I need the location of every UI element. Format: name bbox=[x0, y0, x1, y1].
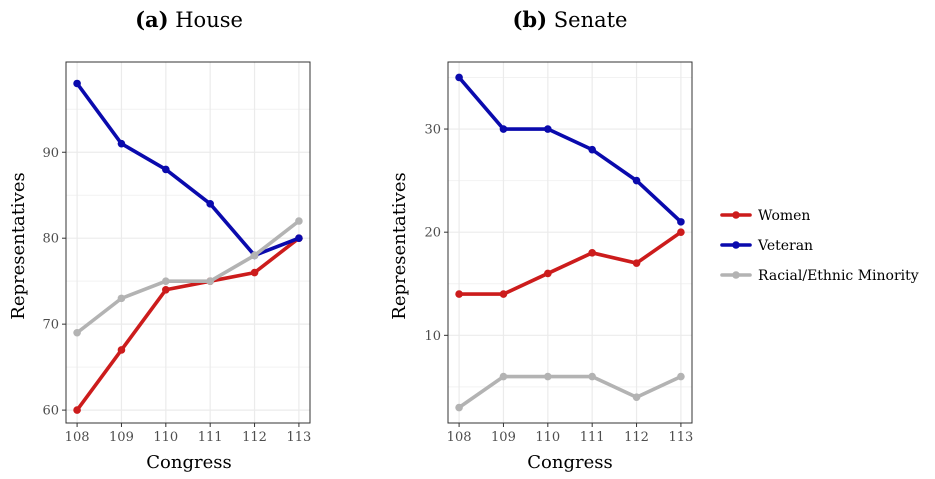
senate-panel-name: Senate bbox=[554, 8, 628, 32]
senate-racial-ethnic-minority-point bbox=[632, 393, 641, 402]
house-racial-ethnic-minority-point bbox=[117, 294, 126, 303]
senate-panel-prefix: (b) bbox=[513, 7, 548, 32]
house-y-tick-label: 90 bbox=[42, 146, 59, 161]
senate-series-veteran bbox=[455, 73, 685, 226]
house-veteran-point bbox=[162, 165, 170, 174]
legend-item-racial-ethnic-minority: Racial/Ethnic Minority bbox=[720, 268, 919, 284]
senate-y-tick-label: 10 bbox=[424, 329, 441, 344]
house-x-axis-label: Congress bbox=[146, 452, 231, 473]
senate-veteran-point bbox=[455, 73, 463, 82]
house-racial-ethnic-minority-point bbox=[206, 277, 214, 285]
house-x-tick-label: 108 bbox=[65, 430, 90, 445]
legend-key-point bbox=[732, 271, 740, 279]
house-racial-ethnic-minority-point bbox=[295, 217, 303, 225]
senate-y-axis-label: Representatives bbox=[389, 172, 410, 319]
senate-veteran-point bbox=[588, 145, 596, 154]
panel-senate: (b) Senate 10 20 30 108 109 110 111 112 113 Cong… bbox=[389, 7, 693, 473]
house-y-tick-label: 80 bbox=[42, 232, 59, 247]
house-women-point bbox=[250, 268, 259, 277]
house-racial-ethnic-minority-point bbox=[250, 251, 259, 260]
house-panel-title: (a) House bbox=[135, 7, 243, 32]
house-racial-ethnic-minority-point bbox=[162, 277, 170, 285]
senate-veteran-point bbox=[632, 176, 641, 185]
legend-label: Racial/Ethnic Minority bbox=[758, 268, 919, 284]
house-x-tick-label: 109 bbox=[109, 430, 134, 445]
senate-x-tick-label: 109 bbox=[491, 430, 516, 445]
house-women-point bbox=[73, 406, 81, 414]
senate-racial-ethnic-minority-point bbox=[499, 372, 508, 381]
house-women-line bbox=[75, 236, 301, 412]
senate-major-grid bbox=[448, 62, 692, 423]
senate-veteran-point bbox=[544, 125, 552, 133]
legend-item-veteran: Veteran bbox=[720, 238, 813, 254]
senate-series-racial-ethnic-minority bbox=[455, 372, 685, 412]
senate-x-tick-label: 112 bbox=[624, 430, 649, 445]
house-panel-name: House bbox=[175, 8, 243, 32]
senate-women-point bbox=[677, 228, 685, 236]
senate-women-point bbox=[544, 269, 552, 278]
senate-panel-title: (b) Senate bbox=[513, 7, 628, 32]
house-veteran-point bbox=[206, 200, 214, 208]
house-veteran-point bbox=[295, 234, 303, 242]
senate-x-tick-label: 110 bbox=[535, 430, 560, 445]
senate-y-tick-label: 20 bbox=[424, 226, 441, 241]
senate-women-line bbox=[457, 230, 683, 296]
senate-racial-ethnic-minority-point bbox=[544, 372, 552, 381]
house-racial-ethnic-minority-point bbox=[73, 328, 81, 337]
legend-key-point bbox=[732, 241, 740, 249]
house-x-tick-label: 111 bbox=[198, 430, 223, 445]
house-x-tick-label: 112 bbox=[242, 430, 267, 445]
senate-veteran-point bbox=[499, 125, 508, 133]
house-veteran-point bbox=[73, 79, 81, 88]
house-y-tick-label: 60 bbox=[42, 404, 59, 419]
house-x-tick-label: 113 bbox=[286, 430, 311, 445]
house-women-point bbox=[117, 346, 126, 354]
house-y-tick-label: 70 bbox=[42, 318, 59, 333]
senate-x-axis-label: Congress bbox=[527, 452, 612, 473]
legend-label: Women bbox=[758, 208, 810, 224]
house-racial-ethnic-minority-line bbox=[75, 219, 301, 335]
house-veteran-point bbox=[117, 139, 126, 148]
house-x-tick-label: 110 bbox=[153, 430, 178, 445]
senate-veteran-point bbox=[677, 218, 685, 226]
senate-women-point bbox=[499, 290, 508, 298]
legend-label: Veteran bbox=[757, 238, 813, 254]
house-y-axis-label: Representatives bbox=[8, 172, 29, 319]
senate-women-point bbox=[455, 290, 463, 298]
house-veteran-line bbox=[75, 81, 301, 258]
house-minor-grid bbox=[66, 108, 310, 368]
senate-racial-ethnic-minority-point bbox=[455, 403, 463, 412]
panel-house: (a) House 60 70 80 90 108 109 110 111 112 113 Con… bbox=[8, 7, 311, 473]
senate-plot-border bbox=[447, 61, 693, 424]
house-panel-prefix: (a) bbox=[135, 7, 168, 32]
senate-plot-area: 10 20 30 108 109 110 111 112 113 bbox=[424, 61, 693, 445]
house-series-racial-ethnic-minority bbox=[73, 217, 303, 337]
legend: Women Veteran Racial/Ethnic Minority bbox=[720, 208, 919, 284]
senate-women-point bbox=[588, 249, 596, 257]
senate-women-point bbox=[632, 259, 641, 267]
senate-racial-ethnic-minority-point bbox=[588, 372, 596, 381]
senate-series-women bbox=[455, 228, 685, 298]
house-women-point bbox=[162, 285, 170, 294]
senate-veteran-line bbox=[457, 75, 683, 224]
senate-x-tick-label: 113 bbox=[668, 430, 693, 445]
house-major-grid bbox=[66, 62, 310, 423]
house-plot-area: 60 70 80 90 108 109 110 111 112 113 bbox=[42, 61, 311, 445]
house-series-veteran bbox=[73, 79, 303, 260]
senate-y-tick-label: 30 bbox=[424, 123, 441, 138]
senate-x-tick-label: 111 bbox=[580, 430, 605, 445]
senate-racial-ethnic-minority-point bbox=[677, 372, 685, 381]
legend-key-point bbox=[732, 211, 740, 219]
senate-x-tick-label: 108 bbox=[447, 430, 472, 445]
house-plot-border bbox=[65, 61, 311, 424]
senate-racial-ethnic-minority-line bbox=[457, 374, 683, 410]
legend-item-women: Women bbox=[720, 208, 810, 224]
